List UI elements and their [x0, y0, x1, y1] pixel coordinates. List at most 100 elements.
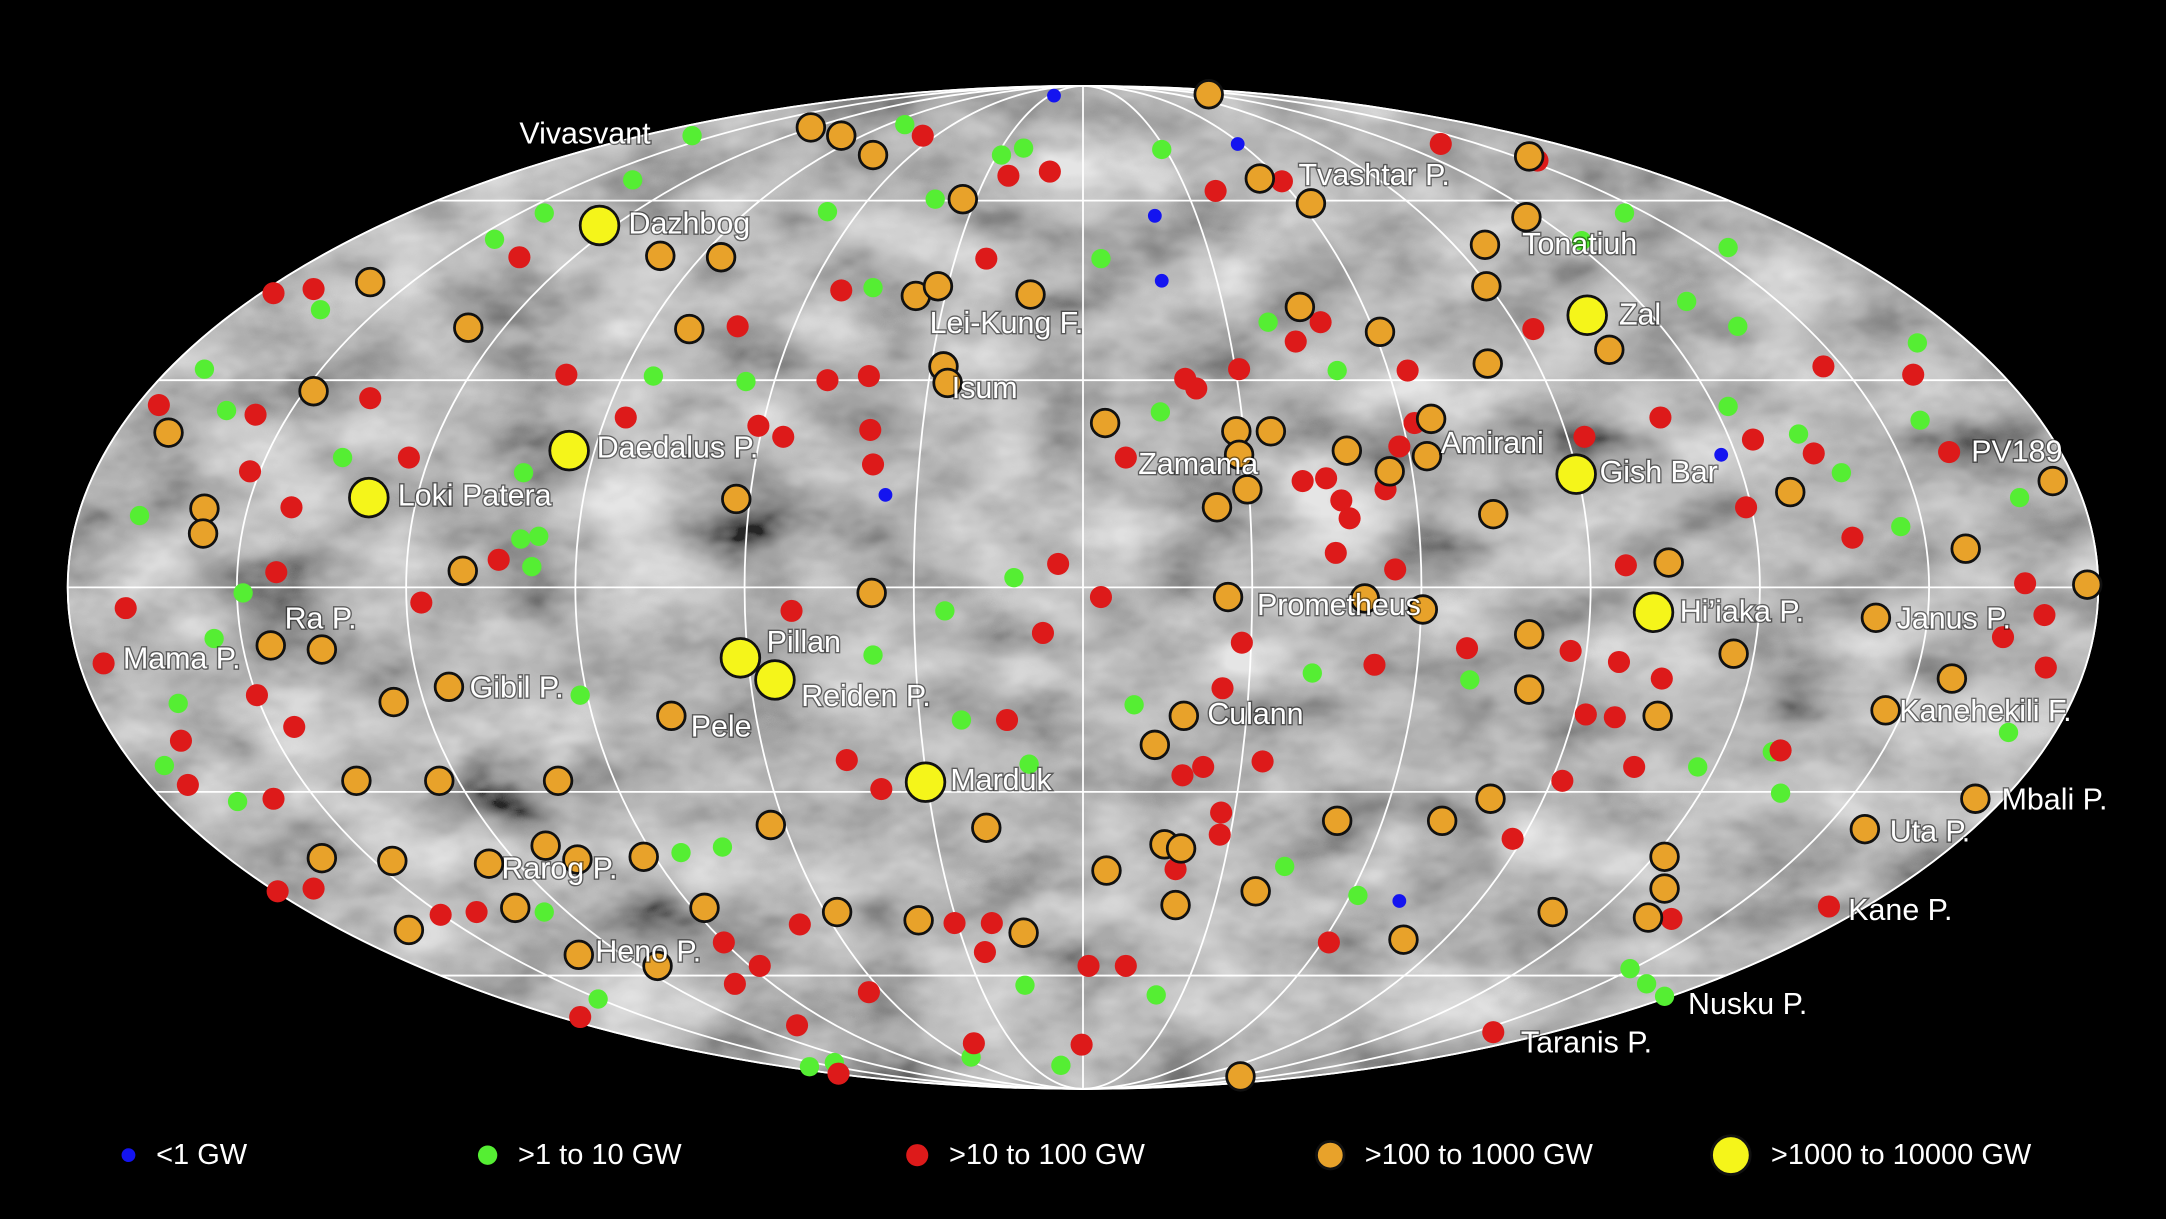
- hotspot: [1160, 889, 1191, 921]
- legend-label: <1 GW: [156, 1139, 248, 1171]
- hotspot: [747, 414, 770, 437]
- hotspot: [1775, 476, 1806, 508]
- hotspot: [2009, 487, 2030, 508]
- hotspot: [1770, 783, 1791, 803]
- hotspot: [129, 505, 150, 526]
- hotspot: [1244, 163, 1276, 194]
- hotspot: [1240, 876, 1271, 907]
- feature-label: Vivasvant: [519, 117, 651, 151]
- feature-label: Culann: [1207, 697, 1303, 731]
- hotspot: [645, 240, 676, 272]
- feature-label: Heno P.: [595, 934, 701, 968]
- hotspot: [1614, 554, 1637, 577]
- hotspot: [473, 848, 505, 879]
- hotspot: [712, 837, 733, 857]
- hotspot: [1513, 141, 1545, 172]
- hotspot: [1998, 722, 2019, 743]
- hotspot: [1769, 739, 1792, 762]
- hotspot: [1275, 856, 1295, 877]
- hotspot: [1478, 498, 1509, 530]
- hotspot: [1429, 132, 1452, 156]
- hotspot: [1124, 695, 1144, 715]
- hotspot: [429, 903, 452, 926]
- hotspot: [1152, 139, 1172, 160]
- hotspot: [971, 812, 1002, 843]
- hotspot: [642, 950, 673, 982]
- hotspot: [628, 841, 659, 872]
- hotspot: [1315, 467, 1338, 490]
- hotspot: [1614, 203, 1635, 223]
- hotspot: [1295, 188, 1327, 219]
- feature-label: Gibil P.: [470, 671, 564, 705]
- hotspot: [748, 954, 771, 977]
- hotspot: [555, 363, 578, 386]
- hotspot: [1573, 425, 1596, 448]
- hotspot: [1321, 805, 1353, 837]
- hotspot: [1902, 363, 1925, 386]
- hotspot: [780, 599, 803, 622]
- hotspot: [997, 164, 1020, 187]
- hotspot: [682, 126, 702, 146]
- hotspot: [1574, 703, 1597, 726]
- hotspot: [1330, 489, 1353, 512]
- hotspot: [1513, 619, 1545, 650]
- hotspot: [513, 463, 534, 483]
- hotspot: [298, 376, 329, 407]
- hotspot: [786, 1014, 809, 1037]
- hotspot: [92, 652, 115, 675]
- hotspot: [1164, 858, 1187, 881]
- hotspot: [795, 112, 827, 143]
- hotspot: [1511, 201, 1542, 233]
- hotspot: [154, 755, 175, 776]
- hotspot: [378, 686, 409, 718]
- hotspot: [283, 715, 306, 738]
- hotspot: [1327, 360, 1347, 381]
- hotspot: [534, 203, 554, 223]
- hotspot: [911, 124, 934, 147]
- hotspot: [1841, 526, 1864, 549]
- hotspot: [1632, 591, 1675, 633]
- hotspot: [1348, 885, 1368, 906]
- hotspot: [1501, 827, 1524, 850]
- hotspot: [932, 367, 963, 399]
- hotspot: [2014, 572, 2037, 595]
- hotspot: [1650, 667, 1673, 690]
- hotspot: [1211, 677, 1234, 700]
- hotspot: [1938, 440, 1961, 464]
- hotspot: [1522, 318, 1545, 341]
- hotspot: [736, 371, 756, 392]
- hotspot: [310, 300, 331, 320]
- hotspot: [1047, 88, 1061, 103]
- hotspot: [534, 902, 554, 922]
- hotspot: [1849, 813, 1881, 845]
- hotspot: [244, 403, 267, 426]
- hotspot: [397, 446, 420, 469]
- hotspot: [562, 844, 593, 875]
- hotspot: [721, 483, 752, 515]
- feature-label: Pillan: [767, 625, 841, 659]
- hotspot: [1077, 954, 1100, 977]
- feature-label: Pele: [691, 709, 752, 743]
- hotspot: [1015, 975, 1035, 995]
- hotspot: [754, 659, 796, 701]
- hotspot: [1812, 355, 1835, 378]
- hotspot: [980, 912, 1003, 935]
- hotspot: [1258, 312, 1278, 332]
- hotspot: [2033, 603, 2056, 627]
- feature-label: Isum: [952, 371, 1018, 405]
- hotspot: [1015, 279, 1046, 310]
- hotspot: [863, 277, 883, 298]
- hotspot: [1388, 924, 1419, 955]
- hotspot: [265, 561, 288, 584]
- hotspot: [857, 364, 880, 388]
- hotspot: [995, 708, 1019, 732]
- legend-swatch: [1710, 1134, 1752, 1176]
- feature-label: Rarog P.: [501, 852, 617, 886]
- feature-label: Marduk: [950, 763, 1052, 797]
- hotspot: [1374, 456, 1405, 487]
- hotspot: [508, 246, 531, 269]
- hotspot: [1728, 316, 1748, 336]
- legend-swatch: [906, 1144, 929, 1167]
- hotspot: [1168, 700, 1200, 732]
- hotspot: [1230, 631, 1253, 654]
